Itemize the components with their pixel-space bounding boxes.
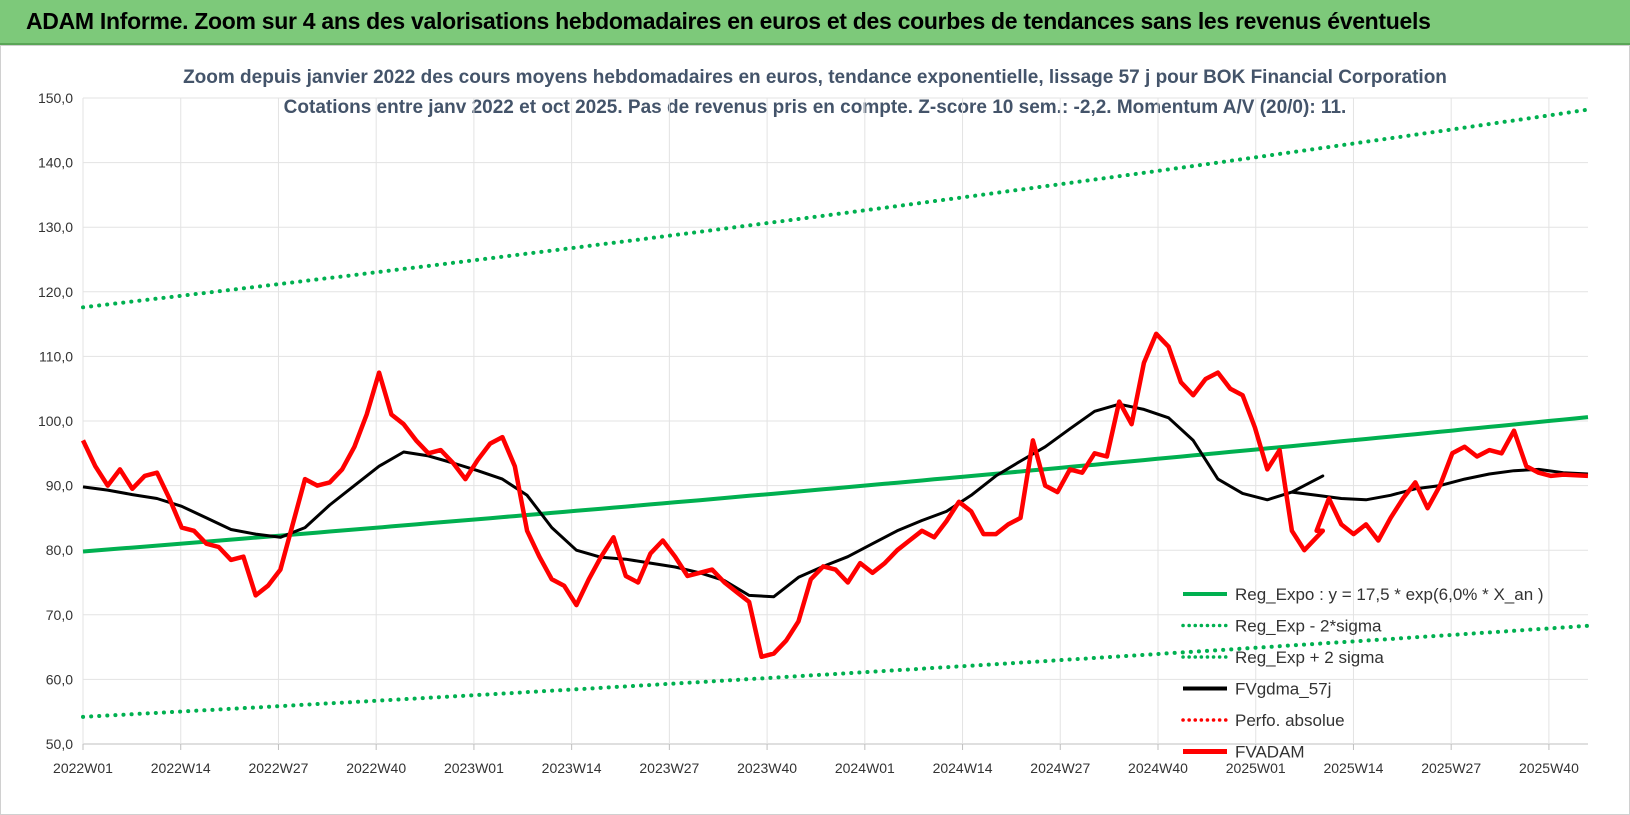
legend-perfo-absolue-label: Perfo. absolue [1235,711,1345,730]
y-tick-label: 80,0 [46,542,73,558]
y-tick-label: 120,0 [38,284,73,300]
x-tick-label: 2022W14 [151,760,211,776]
fvadam-line [80,331,1589,660]
x-tick-label: 2023W14 [542,760,602,776]
y-tick-label: 60,0 [46,671,73,687]
x-tick-label: 2022W27 [248,760,308,776]
y-tick-label: 110,0 [39,348,73,364]
x-tick-label: 2023W01 [444,760,504,776]
x-axis-ticks: 2022W01 2022W14 2022W27 2022W40 2023W01 2023W… [53,760,1579,776]
series-layer [80,107,1590,719]
x-tick-label: 2023W40 [737,760,797,776]
reg-exp-minus-2sigma-line [81,623,1590,719]
x-tick-label: 2024W27 [1030,760,1090,776]
x-tick-label: 2025W14 [1323,760,1383,776]
y-tick-label: 50,0 [46,736,73,752]
y-axis-ticks: 50,0 60,0 70,0 80,0 90,0 100,0 110,0 120,0 130,0… [38,90,73,752]
y-tick-label: 150,0 [38,90,73,106]
legend-fvadam-label: FVADAM [1235,743,1305,762]
y-tick-label: 70,0 [46,607,73,623]
legend-reg-expo-label: Reg_Expo : y = 17,5 * exp(6,0% * X_an ) [1235,585,1544,604]
y-tick-label: 100,0 [38,413,73,429]
x-tick-label: 2024W40 [1128,760,1188,776]
x-tick-label: 2025W27 [1421,760,1481,776]
chart: Zoom depuis janvier 2022 des cours moyen… [38,67,1590,776]
legend-reg-exp-plus-2sigma-label: Reg_Exp + 2 sigma [1235,648,1384,667]
reg-exp-plus-2sigma-line [81,107,1590,310]
legend-fvgdma-57j-label: FVgdma_57j [1235,680,1331,699]
x-tick-label: 2024W01 [835,760,895,776]
x-tick-label: 2023W27 [639,760,699,776]
legend-reg-exp-minus-2sigma-label: Reg_Exp - 2*sigma [1235,617,1382,636]
x-tick-label: 2022W01 [53,760,113,776]
x-tick-label: 2022W40 [346,760,406,776]
reg-expo-line [82,415,1589,554]
y-tick-label: 90,0 [46,478,73,494]
report-banner-title: ADAM Informe. Zoom sur 4 ans des valoris… [26,8,1431,34]
y-tick-label: 130,0 [38,219,73,235]
x-tick-label: 2024W14 [933,760,993,776]
legend: Reg_Expo : y = 17,5 * exp(6,0% * X_an ) R… [1181,585,1544,762]
y-tick-label: 140,0 [38,155,73,171]
x-tick-label: 2025W40 [1519,760,1579,776]
report-banner: ADAM Informe. Zoom sur 4 ans des valoris… [0,0,1630,45]
grid-lines [82,97,1588,750]
chart-title: Zoom depuis janvier 2022 des cours moyen… [183,67,1447,88]
x-tick-label: 2025W01 [1226,760,1286,776]
chart-frame: Zoom depuis janvier 2022 des cours moyen… [0,45,1630,815]
chart-subtitle: Cotations entre janv 2022 et oct 2025. P… [284,97,1347,118]
